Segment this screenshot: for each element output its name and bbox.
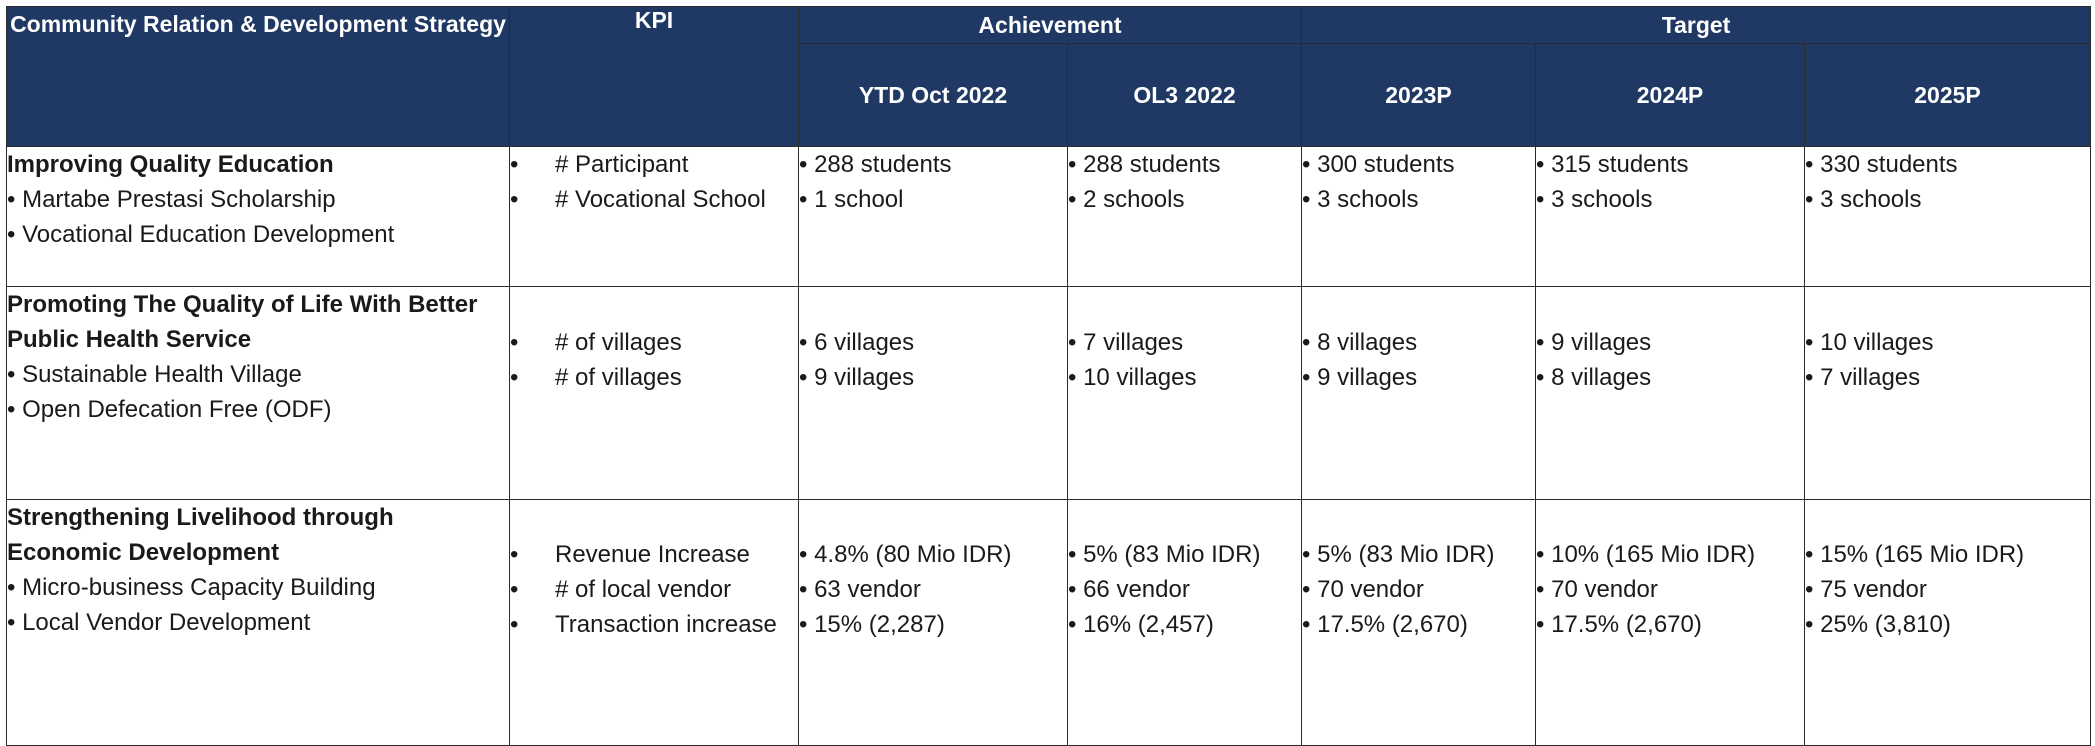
value-cell-2025p: 15% (165 Mio IDR) 75 vendor 25% (3,810) — [1804, 499, 2092, 746]
header-achievement: Achievement — [797, 6, 1303, 44]
value-cell-ol3-2022: 5% (83 Mio IDR) 66 vendor 16% (2,457) — [1066, 499, 1303, 746]
value-item: 5% (83 Mio IDR) — [1302, 537, 1535, 572]
strategy-cell: Strengthening Livelihood through Economi… — [6, 499, 510, 746]
kpi-label: Revenue Increase — [555, 541, 750, 568]
value-item: 3 schools — [1536, 182, 1804, 217]
value-item: 10% (165 Mio IDR) — [1536, 537, 1804, 572]
kpi-bullet: • — [510, 151, 519, 178]
strategy-cell: Improving Quality Education Martabe Pres… — [6, 146, 510, 287]
value-cell-2024p: 315 students 3 schools — [1535, 146, 1806, 287]
header-kpi: KPI — [509, 6, 799, 147]
header-strategy: Community Relation & Development Strateg… — [6, 6, 510, 147]
kpi-label: # Participant — [555, 151, 689, 178]
strategy-kpi-table: Community Relation & Development Strateg… — [6, 6, 2092, 746]
strategy-title: Promoting The Quality of Life With Bette… — [7, 291, 478, 353]
value-item: 15% (2,287) — [799, 607, 1067, 642]
kpi-bullet: • — [510, 186, 519, 213]
value-cell-ytd-oct-2022: 6 villages 9 villages — [798, 286, 1068, 500]
value-cell-2025p: 330 students 3 schools — [1804, 146, 2092, 287]
kpi-label: # of villages — [555, 329, 682, 356]
kpi-bullet: • — [510, 576, 519, 603]
kpi-item: • Transaction increase — [510, 607, 798, 642]
value-item: 8 villages — [1536, 360, 1804, 395]
header-target: Target — [1301, 6, 2092, 44]
value-item: 5% (83 Mio IDR) — [1068, 537, 1301, 572]
value-item: 7 villages — [1805, 360, 2090, 395]
kpi-bullet: • — [510, 541, 519, 568]
value-item: 1 school — [799, 182, 1067, 217]
kpi-cell: • # Participant • # Vocational School — [509, 146, 799, 287]
strategy-cell: Promoting The Quality of Life With Bette… — [6, 286, 510, 500]
kpi-bullet: • — [510, 364, 519, 391]
value-item: 70 vendor — [1302, 572, 1535, 607]
kpi-bullet: • — [510, 329, 519, 356]
table-row: Promoting The Quality of Life With Bette… — [6, 286, 2092, 500]
kpi-item: • # of local vendor — [510, 572, 798, 607]
value-cell-2024p: 10% (165 Mio IDR) 70 vendor 17.5% (2,670… — [1535, 499, 1806, 746]
table-row: Improving Quality Education Martabe Pres… — [6, 146, 2092, 287]
value-item: 9 villages — [799, 360, 1067, 395]
value-item: 3 schools — [1302, 182, 1535, 217]
kpi-label: # of villages — [555, 364, 682, 391]
kpi-label: # Vocational School — [555, 186, 766, 213]
value-cell-ytd-oct-2022: 4.8% (80 Mio IDR) 63 vendor 15% (2,287) — [798, 499, 1068, 746]
strategy-title: Improving Quality Education — [7, 151, 334, 178]
header-period-2025p: 2025P — [1804, 43, 2092, 147]
value-item: 16% (2,457) — [1068, 607, 1301, 642]
value-item: 15% (165 Mio IDR) — [1805, 537, 2090, 572]
kpi-label: Transaction increase — [555, 611, 777, 638]
kpi-cell: • # of villages • # of villages — [509, 286, 799, 500]
strategy-title: Strengthening Livelihood through Economi… — [7, 504, 394, 566]
value-cell-2023p: 8 villages 9 villages — [1301, 286, 1537, 500]
value-cell-ytd-oct-2022: 288 students 1 school — [798, 146, 1068, 287]
value-item: 8 villages — [1302, 325, 1535, 360]
value-item: 330 students — [1805, 147, 2090, 182]
value-item: 17.5% (2,670) — [1536, 607, 1804, 642]
strategy-item: Local Vendor Development — [7, 605, 509, 640]
strategy-item: Open Defecation Free (ODF) — [7, 392, 509, 427]
value-item: 288 students — [799, 147, 1067, 182]
value-cell-2023p: 300 students 3 schools — [1301, 146, 1537, 287]
value-item: 3 schools — [1805, 182, 2090, 217]
strategy-item: Martabe Prestasi Scholarship — [7, 182, 509, 217]
value-cell-2023p: 5% (83 Mio IDR) 70 vendor 17.5% (2,670) — [1301, 499, 1537, 746]
kpi-cell: • Revenue Increase • # of local vendor • Tr… — [509, 499, 799, 746]
value-item: 315 students — [1536, 147, 1804, 182]
value-item: 25% (3,810) — [1805, 607, 2090, 642]
value-item: 66 vendor — [1068, 572, 1301, 607]
value-item: 10 villages — [1068, 360, 1301, 395]
value-cell-2024p: 9 villages 8 villages — [1535, 286, 1806, 500]
value-item: 10 villages — [1805, 325, 2090, 360]
header-period-ytd-oct-2022: YTD Oct 2022 — [798, 43, 1068, 147]
kpi-item: • # of villages — [510, 325, 798, 360]
header-period-2023p: 2023P — [1301, 43, 1537, 147]
kpi-bullet: • — [510, 611, 519, 638]
header-period-2024p: 2024P — [1535, 43, 1806, 147]
kpi-item: • # of villages — [510, 360, 798, 395]
strategy-item: Sustainable Health Village — [7, 357, 509, 392]
strategy-item: Vocational Education Development — [7, 217, 509, 252]
value-item: 9 villages — [1536, 325, 1804, 360]
header-period-ol3-2022: OL3 2022 — [1066, 43, 1303, 147]
value-cell-2025p: 10 villages 7 villages — [1804, 286, 2092, 500]
strategy-item: Micro-business Capacity Building — [7, 570, 509, 605]
kpi-item: • # Participant — [510, 147, 798, 182]
kpi-item: • # Vocational School — [510, 182, 798, 217]
value-item: 17.5% (2,670) — [1302, 607, 1535, 642]
value-item: 70 vendor — [1536, 572, 1804, 607]
table-row: Strengthening Livelihood through Economi… — [6, 499, 2092, 746]
value-item: 288 students — [1068, 147, 1301, 182]
value-item: 9 villages — [1302, 360, 1535, 395]
value-item: 300 students — [1302, 147, 1535, 182]
value-item: 4.8% (80 Mio IDR) — [799, 537, 1067, 572]
value-item: 75 vendor — [1805, 572, 2090, 607]
value-item: 7 villages — [1068, 325, 1301, 360]
value-cell-ol3-2022: 288 students 2 schools — [1066, 146, 1303, 287]
kpi-label: # of local vendor — [555, 576, 732, 603]
value-item: 2 schools — [1068, 182, 1301, 217]
value-cell-ol3-2022: 7 villages 10 villages — [1066, 286, 1303, 500]
value-item: 6 villages — [799, 325, 1067, 360]
kpi-item: • Revenue Increase — [510, 537, 798, 572]
value-item: 63 vendor — [799, 572, 1067, 607]
